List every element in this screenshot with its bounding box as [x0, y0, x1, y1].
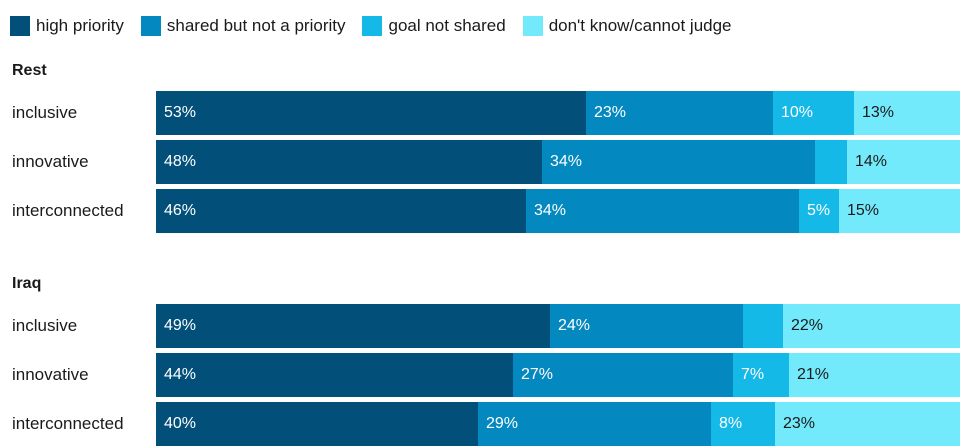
bar-segment-rest-innovative-goal-not-shared: [815, 140, 847, 184]
legend-item-goal-not-shared: goal not shared: [362, 16, 506, 36]
bar-iraq-interconnected: 40% 29% 8% 23%: [156, 402, 960, 446]
bar-segment-iraq-interconnected-dont-know: 23%: [775, 402, 960, 446]
bar-segment-rest-interconnected-goal-not-shared: 5%: [799, 189, 839, 233]
data-label-rest-inclusive-high-priority: 53%: [164, 104, 197, 121]
data-label-iraq-inclusive-dont-know: 22%: [791, 317, 824, 334]
data-label-rest-interconnected-high-priority: 46%: [164, 202, 197, 219]
bar-segment-iraq-inclusive-shared-not-priority: 24%: [550, 304, 743, 348]
bar-segment-iraq-inclusive-high-priority: 49%: [156, 304, 550, 348]
legend-item-shared-not-priority: shared but not a priority: [140, 16, 346, 36]
data-label-iraq-interconnected-high-priority: 40%: [164, 415, 197, 432]
chart-legend: high priority shared but not a priority …: [10, 14, 749, 38]
row-label-iraq-interconnected: interconnected: [12, 414, 124, 433]
bar-segment-iraq-interconnected-shared-not-priority: 29%: [478, 402, 711, 446]
legend-label-dont-know: don't know/cannot judge: [548, 16, 732, 35]
row-label-iraq-innovative: innovative: [12, 365, 89, 384]
group-title-iraq: Iraq: [12, 275, 42, 292]
legend-item-high-priority: high priority: [10, 16, 124, 36]
legend-swatch-dont-know: [522, 16, 543, 36]
data-label-rest-inclusive-dont-know: 13%: [862, 104, 895, 121]
row-label-iraq-inclusive: inclusive: [12, 316, 78, 335]
legend-swatch-high-priority: [10, 16, 30, 36]
data-label-iraq-interconnected-shared-not-priority: 29%: [486, 415, 519, 432]
data-label-iraq-interconnected-dont-know: 23%: [783, 415, 816, 432]
data-label-rest-inclusive-goal-not-shared: 10%: [781, 104, 814, 121]
row-label-rest-interconnected: interconnected: [12, 201, 124, 220]
bar-segment-rest-inclusive-goal-not-shared: 10%: [773, 91, 854, 135]
data-label-rest-interconnected-goal-not-shared: 5%: [807, 202, 831, 219]
legend-swatch-goal-not-shared: [362, 16, 383, 36]
legend-swatch-shared-not-priority: [140, 16, 161, 36]
data-label-iraq-innovative-goal-not-shared: 7%: [741, 366, 765, 383]
bar-segment-rest-innovative-high-priority: 48%: [156, 140, 542, 184]
data-label-iraq-innovative-shared-not-priority: 27%: [521, 366, 554, 383]
bar-segment-rest-inclusive-shared-not-priority: 23%: [586, 91, 773, 135]
row-label-rest-innovative: innovative: [12, 152, 89, 171]
bar-rest-interconnected: 46% 34% 5% 15%: [156, 189, 960, 233]
row-label-rest-inclusive: inclusive: [12, 103, 78, 122]
bar-segment-rest-interconnected-high-priority: 46%: [156, 189, 526, 233]
bar-segment-iraq-interconnected-high-priority: 40%: [156, 402, 478, 446]
bar-segment-rest-interconnected-shared-not-priority: 34%: [526, 189, 799, 233]
data-label-iraq-innovative-high-priority: 44%: [164, 366, 197, 383]
bar-segment-iraq-innovative-dont-know: 21%: [789, 353, 960, 397]
bar-iraq-inclusive: 49% 24% 22%: [156, 304, 960, 348]
bar-segment-rest-innovative-dont-know: 14%: [847, 140, 960, 184]
bar-segment-iraq-innovative-goal-not-shared: 7%: [733, 353, 789, 397]
data-label-iraq-innovative-dont-know: 21%: [797, 366, 830, 383]
legend-item-dont-know: don't know/cannot judge: [522, 16, 732, 36]
legend-label-goal-not-shared: goal not shared: [388, 16, 506, 35]
legend-label-shared-not-priority: shared but not a priority: [166, 16, 346, 35]
bar-segment-iraq-interconnected-goal-not-shared: 8%: [711, 402, 775, 446]
bar-segment-rest-inclusive-high-priority: 53%: [156, 91, 586, 135]
data-label-rest-inclusive-shared-not-priority: 23%: [594, 104, 627, 121]
data-label-rest-innovative-dont-know: 14%: [855, 153, 888, 170]
data-label-rest-innovative-high-priority: 48%: [164, 153, 197, 170]
bar-segment-rest-innovative-shared-not-priority: 34%: [542, 140, 815, 184]
bar-segment-rest-interconnected-dont-know: 15%: [839, 189, 960, 233]
bar-segment-iraq-innovative-shared-not-priority: 27%: [513, 353, 733, 397]
data-label-iraq-inclusive-shared-not-priority: 24%: [558, 317, 591, 334]
data-label-rest-innovative-shared-not-priority: 34%: [550, 153, 583, 170]
bar-segment-rest-inclusive-dont-know: 13%: [854, 91, 960, 135]
data-label-iraq-inclusive-high-priority: 49%: [164, 317, 197, 334]
legend-label-high-priority: high priority: [36, 16, 124, 35]
data-label-rest-interconnected-shared-not-priority: 34%: [534, 202, 567, 219]
bar-iraq-innovative: 44% 27% 7% 21%: [156, 353, 960, 397]
data-label-iraq-interconnected-goal-not-shared: 8%: [719, 415, 743, 432]
bar-segment-iraq-innovative-high-priority: 44%: [156, 353, 513, 397]
bar-rest-innovative: 48% 34% 14%: [156, 140, 960, 184]
bar-rest-inclusive: 53% 23% 10% 13%: [156, 91, 960, 135]
group-title-rest: Rest: [12, 62, 47, 79]
bar-segment-iraq-inclusive-goal-not-shared: [743, 304, 783, 348]
data-label-rest-interconnected-dont-know: 15%: [847, 202, 880, 219]
bar-segment-iraq-inclusive-dont-know: 22%: [783, 304, 960, 348]
